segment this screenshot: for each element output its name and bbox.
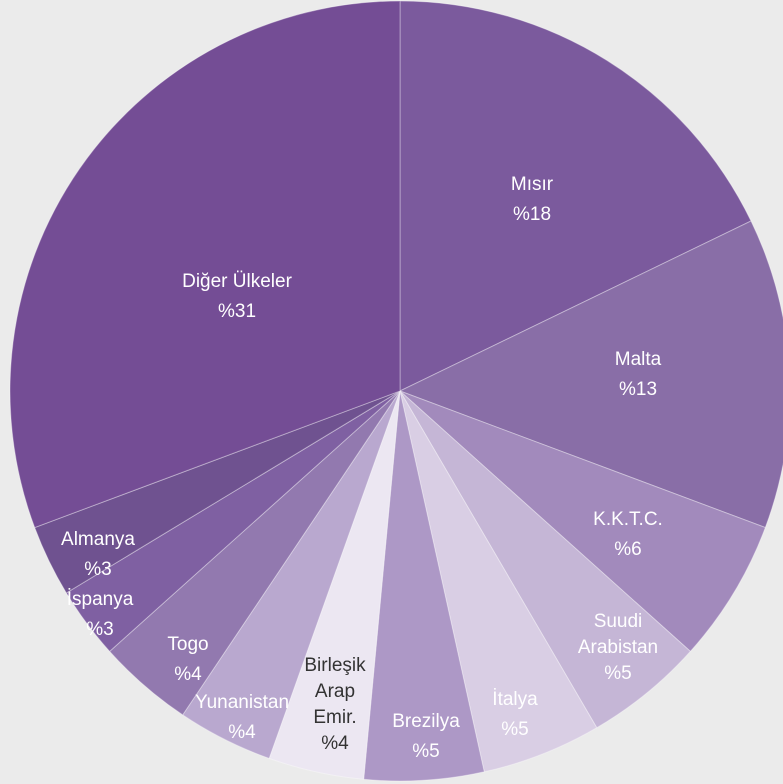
value-label: %3 (86, 619, 114, 640)
slice-label: Diğer Ülkeler %31 (182, 267, 292, 327)
slice-label: Brezilya %5 (392, 707, 460, 767)
pie-slice (65, 390, 401, 653)
value-label: %5 (412, 741, 440, 762)
value-label: %18 (512, 204, 552, 225)
value-label: %4 (321, 733, 349, 754)
pie-slice (399, 0, 752, 392)
value-label: %13 (618, 379, 658, 400)
category-label: Brezilya (392, 711, 460, 732)
category-label: Diğer Ülkeler (182, 271, 292, 292)
category-label: Suudi Arabistan (577, 611, 659, 658)
pie-slice (398, 220, 783, 529)
category-label: Yunanistan (194, 692, 290, 713)
pie-slice (399, 390, 766, 653)
category-label: K.K.T.C. (593, 509, 663, 530)
slice-label: Birleşik Arap Emir. %4 (300, 653, 370, 757)
value-label: %4 (228, 722, 256, 743)
slice-label: Almanya %3 (61, 525, 135, 585)
category-label: Birleşik Arap Emir. (304, 655, 366, 728)
pie-slice (399, 390, 598, 773)
slice-label: Yunanistan %4 (195, 688, 289, 748)
pie-slice (108, 390, 401, 716)
slice-label: Mısır %18 (511, 170, 553, 230)
value-label: %6 (614, 539, 642, 560)
value-label: %5 (604, 663, 632, 684)
category-label: Togo (167, 634, 209, 655)
category-label: Almanya (61, 529, 135, 550)
slice-label: Suudi Arabistan %5 (573, 609, 663, 687)
value-label: %3 (84, 559, 112, 580)
pie-slice (363, 390, 485, 782)
slice-label: İtalya %5 (492, 685, 537, 745)
value-label: %31 (217, 301, 257, 322)
pie-slice (182, 390, 401, 760)
slice-label: İspanya %3 (67, 585, 134, 645)
pie-slice (34, 390, 401, 594)
category-label: İspanya (66, 589, 134, 610)
slice-label: Togo %4 (167, 630, 208, 690)
category-label: İtalya (492, 689, 538, 710)
value-label: %5 (501, 719, 529, 740)
pie-slice (268, 390, 401, 780)
slice-label: Malta %13 (615, 345, 661, 405)
category-label: Malta (614, 349, 662, 370)
pie-slice (9, 0, 401, 529)
slice-label: K.K.T.C. %6 (593, 505, 663, 565)
category-label: Mısır (510, 174, 554, 195)
value-label: %4 (174, 664, 202, 685)
pie-slice (399, 390, 692, 729)
